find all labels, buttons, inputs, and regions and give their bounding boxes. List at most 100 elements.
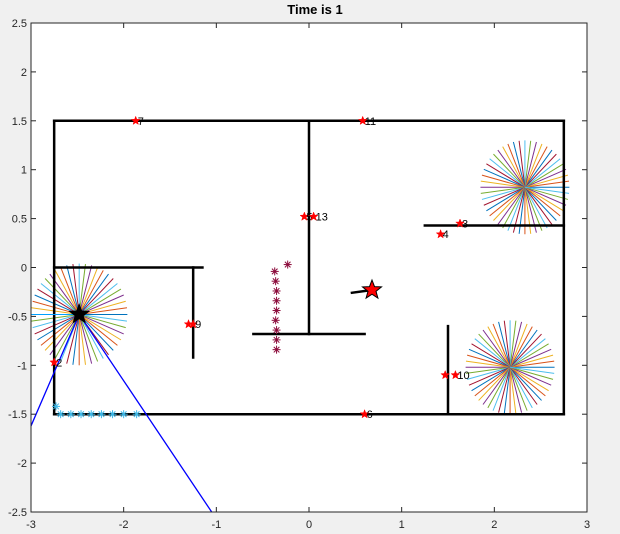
sensor-ray xyxy=(509,367,528,411)
sensor-ray xyxy=(37,288,80,315)
sensor-ray xyxy=(524,186,557,221)
sensor-ray xyxy=(481,186,526,200)
asterisk-stroke xyxy=(272,278,279,285)
sensor-ray xyxy=(486,163,526,188)
sensor-ray xyxy=(524,186,569,200)
landmark-star xyxy=(450,369,461,380)
sensor-ray xyxy=(78,265,93,315)
sensor-ray xyxy=(524,186,564,212)
sensor-ray xyxy=(509,366,549,392)
sensor-ray xyxy=(78,278,114,315)
path-point-cyan xyxy=(119,410,128,419)
x-tick-label: 3 xyxy=(584,519,590,531)
sensor-ray xyxy=(509,348,552,368)
asterisk-stroke xyxy=(284,261,291,268)
robot-star xyxy=(68,302,91,324)
landmark-star xyxy=(49,357,60,367)
sensor-ray xyxy=(509,366,538,405)
y-tick-label: 0.5 xyxy=(12,214,27,226)
y-tick-label: -2.5 xyxy=(8,507,27,519)
sensor-ray xyxy=(40,314,80,346)
asterisk-stroke xyxy=(272,317,279,324)
path-point-cyan xyxy=(108,410,117,419)
sensor-ray xyxy=(466,366,511,380)
sensor-ray xyxy=(78,270,104,315)
path-point-dark xyxy=(272,345,281,354)
sensor-ray xyxy=(60,267,80,315)
sensor-ray xyxy=(509,366,554,380)
sensor-ray xyxy=(54,270,80,315)
sensor-ray xyxy=(509,320,517,368)
asterisk-stroke xyxy=(133,411,140,418)
sensor-ray xyxy=(471,366,511,392)
sensor-ray xyxy=(480,180,525,188)
sensor-ray xyxy=(78,314,118,346)
target-star xyxy=(361,278,383,300)
path-point-dark xyxy=(271,316,280,325)
landmark-label: 6 xyxy=(367,409,373,421)
sensor-ray xyxy=(509,367,517,414)
asterisk-stroke xyxy=(273,336,280,344)
y-tick-label: 2 xyxy=(21,67,27,79)
path-point-dark xyxy=(272,306,281,315)
sensor-ray xyxy=(524,187,553,225)
sensor-ray xyxy=(509,366,552,386)
sensor-ray xyxy=(44,278,80,315)
sensor-ray xyxy=(482,329,511,368)
sensor-ray xyxy=(509,323,528,368)
sensor-ray xyxy=(524,168,567,188)
sensor-ray xyxy=(518,140,526,188)
x-tick-label: 2 xyxy=(491,519,497,531)
sensor-ray xyxy=(474,366,511,397)
asterisk-stroke xyxy=(109,411,116,418)
sensor-ray xyxy=(32,313,80,329)
sensor-ray xyxy=(78,283,118,315)
sensor-ray xyxy=(524,163,564,188)
sensor-ray xyxy=(524,180,570,188)
fov-line xyxy=(31,313,213,512)
sensor-ray xyxy=(66,314,80,364)
landmark-star xyxy=(440,369,451,380)
sensor-ray xyxy=(483,168,526,188)
asterisk-stroke xyxy=(57,411,64,418)
sensor-ray xyxy=(492,367,511,411)
sensor-ray xyxy=(482,366,511,405)
sensor-ray xyxy=(489,186,526,217)
sensor-ray xyxy=(524,143,543,188)
path-point-cyan xyxy=(66,410,75,419)
landmark-star xyxy=(188,319,199,329)
asterisk-stroke xyxy=(88,411,95,418)
sensor-ray xyxy=(78,314,93,364)
asterisk-stroke xyxy=(67,411,75,418)
sensor-ray xyxy=(524,141,537,188)
path-point-dark xyxy=(272,286,281,295)
landmark-label: 13 xyxy=(316,212,328,224)
x-tick-label: -1 xyxy=(211,519,221,531)
landmark-label: 3 xyxy=(462,218,468,230)
landmark-star xyxy=(130,115,141,125)
sensor-ray xyxy=(503,320,511,368)
sensor-ray xyxy=(468,366,511,386)
sensor-ray xyxy=(510,366,555,374)
sensor-ray xyxy=(498,321,511,368)
sensor-ray xyxy=(524,187,543,231)
path-point-dark xyxy=(270,267,279,276)
path-point-cyan xyxy=(52,402,61,411)
landmark-star xyxy=(299,211,310,221)
sensor-ray xyxy=(492,323,511,368)
landmark-label: 5 xyxy=(306,212,312,224)
sensor-ray xyxy=(79,313,126,329)
y-tick-label: 1.5 xyxy=(12,116,27,128)
sensor-ray xyxy=(478,366,511,401)
sensor-ray xyxy=(480,186,525,194)
sensor-ray xyxy=(524,186,570,194)
path-point-cyan xyxy=(56,410,65,419)
landmark-star xyxy=(308,211,319,221)
sensor-ray xyxy=(66,265,80,315)
sensor-ray xyxy=(498,367,511,413)
sensor-ray xyxy=(483,186,526,206)
sensor-ray xyxy=(78,273,109,315)
sensor-ray xyxy=(78,314,122,341)
sensor-ray xyxy=(524,153,557,188)
asterisk-stroke xyxy=(273,346,280,353)
